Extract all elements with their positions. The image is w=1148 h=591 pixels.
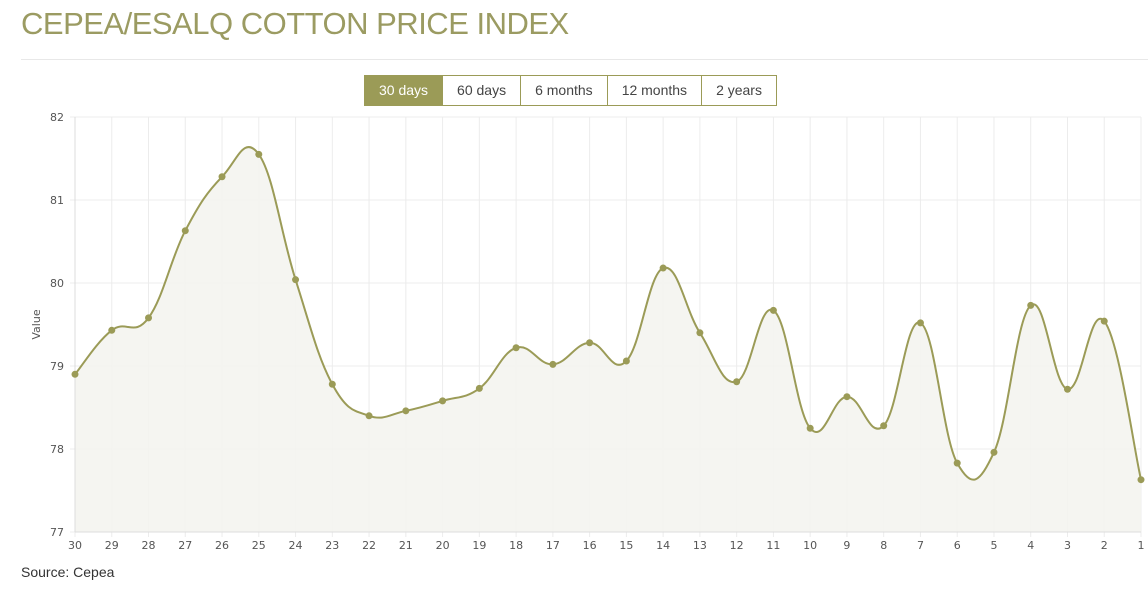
x-tick-label: 3 [1064,539,1071,552]
data-point [512,344,520,352]
x-tick-label: 19 [472,539,486,552]
data-point [549,360,557,368]
data-point [328,380,336,388]
tab-60-days[interactable]: 60 days [442,76,521,105]
y-tick-label: 80 [50,277,64,290]
x-tick-label: 28 [142,539,156,552]
x-tick-label: 2 [1101,539,1108,552]
data-point [659,264,667,272]
data-point [769,306,777,314]
x-tick-label: 6 [954,539,961,552]
data-point [622,357,630,365]
data-point [586,339,594,347]
source-note: Source: Cepea [21,564,115,580]
divider [21,59,1148,60]
tab-2-years[interactable]: 2 years [701,76,776,105]
y-tick-label: 82 [50,111,64,124]
data-point [475,384,483,392]
y-tick-label: 78 [50,443,64,456]
x-tick-label: 17 [546,539,560,552]
x-tick-label: 26 [215,539,229,552]
x-tick-label: 15 [619,539,633,552]
data-point [1063,385,1071,393]
x-tick-label: 1 [1138,539,1145,552]
data-point [402,407,410,415]
data-point [880,422,888,430]
x-tick-label: 27 [178,539,192,552]
x-tick-label: 30 [68,539,82,552]
x-tick-label: 18 [509,539,523,552]
x-tick-label: 25 [252,539,266,552]
y-tick-label: 79 [50,360,64,373]
data-point [990,448,998,456]
x-tick-label: 9 [843,539,850,552]
x-tick-label: 4 [1027,539,1034,552]
x-tick-label: 7 [917,539,924,552]
tab-6-months[interactable]: 6 months [520,76,607,105]
x-tick-label: 13 [693,539,707,552]
series-area [75,147,1141,532]
y-tick-label: 81 [50,194,64,207]
data-point [365,412,373,420]
x-tick-label: 22 [362,539,376,552]
tab-12-months[interactable]: 12 months [606,76,702,105]
data-point [1027,301,1035,309]
page-title: CEPEA/ESALQ COTTON PRICE INDEX [21,6,569,41]
data-point [181,227,189,235]
x-tick-label: 10 [803,539,817,552]
data-point [1137,476,1145,484]
data-point [806,424,814,432]
x-tick-label: 8 [880,539,887,552]
data-point [71,370,79,378]
data-point [733,378,741,386]
x-tick-label: 24 [289,539,303,552]
x-tick-label: 14 [656,539,670,552]
data-point [108,326,116,334]
data-point [292,276,300,284]
x-tick-label: 21 [399,539,413,552]
period-tabs: 30 days 60 days 6 months 12 months 2 yea… [364,75,777,106]
data-point [255,150,263,158]
tab-30-days[interactable]: 30 days [365,76,443,105]
y-axis-label: Value [30,309,43,339]
data-point [1100,317,1108,325]
data-point [696,329,704,337]
data-point [953,459,961,467]
x-tick-label: 20 [436,539,450,552]
x-tick-label: 29 [105,539,119,552]
data-point [145,314,153,322]
x-tick-label: 23 [325,539,339,552]
data-point [218,173,226,181]
y-tick-label: 77 [50,526,64,539]
x-tick-label: 12 [730,539,744,552]
data-point [439,397,447,405]
x-tick-label: 11 [766,539,780,552]
x-tick-label: 5 [990,539,997,552]
data-point [843,393,851,401]
data-point [916,319,924,327]
x-tick-label: 16 [583,539,597,552]
